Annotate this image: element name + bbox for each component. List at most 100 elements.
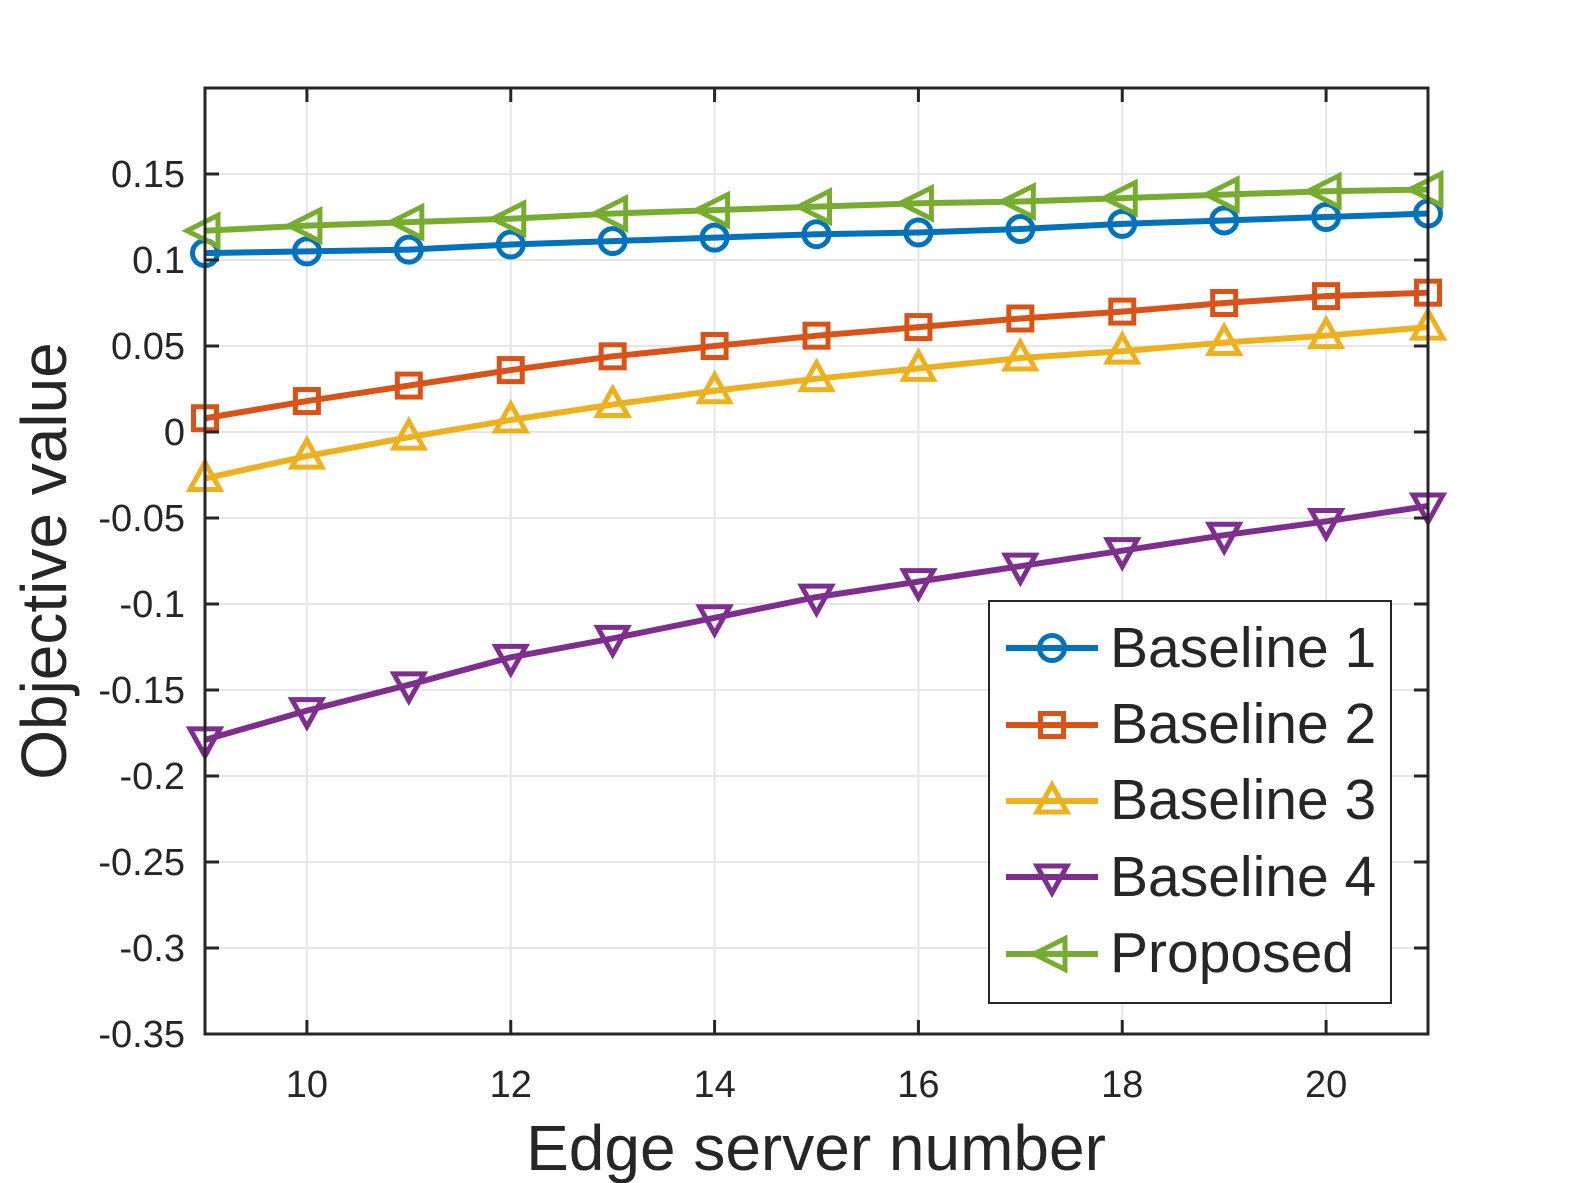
- x-tick-label: 18: [1101, 1064, 1143, 1106]
- legend-label: Baseline 4: [1110, 844, 1377, 909]
- legend-marker-triangle-down: [1006, 863, 1098, 899]
- series-baseline-4-marker: [1204, 521, 1244, 557]
- series-baseline-2-marker: [1006, 304, 1035, 333]
- legend-label: Baseline 3: [1110, 768, 1377, 833]
- series-baseline-1-marker: [1311, 202, 1342, 232]
- legend-sample-marker: [1038, 710, 1066, 739]
- series-baseline-2-marker: [1108, 297, 1137, 326]
- plot-box: [203, 86, 1430, 1036]
- series-baseline-4-marker: [389, 671, 429, 706]
- series-baseline-1-line: [204, 210, 1429, 257]
- series-baseline-2-marker: [700, 332, 729, 360]
- series-baseline-4-marker: [1001, 552, 1040, 588]
- x-tick-label: 16: [897, 1064, 939, 1106]
- x-axis-label: Edge server number: [526, 1112, 1106, 1183]
- series-baseline-3: [185, 305, 1448, 492]
- series-baseline-4-marker: [1103, 537, 1142, 572]
- legend-entry-baseline-1: Baseline 1: [1004, 615, 1386, 680]
- legend-marker-circle: [1006, 633, 1098, 664]
- series-proposed-marker: [589, 194, 629, 234]
- series-baseline-4-marker: [593, 624, 632, 660]
- y-tick-label: -0.15: [98, 670, 185, 712]
- y-tick-label: -0.25: [98, 842, 185, 884]
- series-baseline-4-marker: [491, 643, 530, 679]
- series-baseline-1-marker: [495, 229, 526, 260]
- y-tick-label: -0.35: [98, 1014, 185, 1056]
- series-baseline-1-marker: [291, 236, 322, 267]
- axis-layer: [203, 86, 1430, 1036]
- series-baseline-3-line: [204, 324, 1429, 482]
- series-baseline-2: [191, 278, 1442, 433]
- legend-sample-marker: [1037, 633, 1067, 664]
- series-proposed-marker: [894, 183, 934, 223]
- y-tick-label: 0.1: [132, 240, 185, 282]
- series-proposed: [181, 169, 1444, 251]
- series-baseline-2-marker: [802, 321, 831, 350]
- x-tick-label: 20: [1305, 1064, 1347, 1106]
- series-proposed-marker: [690, 190, 731, 230]
- series-baseline-4-marker: [1306, 507, 1346, 543]
- series-proposed-marker: [1302, 171, 1342, 211]
- series-baseline-1-marker: [699, 222, 730, 253]
- series-baseline-3-marker: [695, 369, 734, 405]
- series-baseline-1-marker: [1107, 208, 1138, 239]
- legend-entry-proposed: Proposed: [1004, 925, 1386, 982]
- series-layer: [181, 169, 1448, 762]
- series-baseline-1-marker: [1209, 205, 1240, 236]
- y-tick-label: -0.2: [120, 756, 185, 798]
- y-tick-label: -0.1: [120, 584, 185, 626]
- series-baseline-4-marker: [287, 697, 327, 732]
- series-proposed-marker: [283, 206, 323, 246]
- series-baseline-1-marker: [903, 217, 934, 248]
- series-baseline-4-line: [204, 502, 1429, 743]
- x-tick-label: 14: [693, 1064, 735, 1106]
- y-tick-label: 0.05: [111, 326, 185, 368]
- series-baseline-2-marker: [496, 356, 525, 385]
- series-baseline-2-marker: [1312, 282, 1341, 311]
- series-baseline-2-marker: [292, 387, 321, 416]
- legend-label: Baseline 2: [1110, 692, 1377, 757]
- series-baseline-3-marker: [1103, 330, 1142, 365]
- x-tick-label: 10: [286, 1064, 328, 1106]
- y-tick-label: -0.3: [120, 928, 185, 970]
- series-proposed-marker: [1404, 169, 1444, 210]
- series-proposed-marker: [385, 202, 425, 242]
- series-baseline-2-marker: [598, 342, 627, 371]
- legend-sample-marker: [1032, 863, 1072, 899]
- legend-sample-marker: [1032, 779, 1072, 815]
- legend: Baseline 1 Baseline 2 Baseline 3 Baseline 4…: [988, 600, 1392, 1004]
- series-baseline-2-marker: [394, 371, 423, 400]
- series-proposed-marker: [487, 199, 527, 239]
- tick-label-layer: 10 12 14 16 18 20 0.15 0.1 0.05 0 -0.05 -0.1 -0.15 -0…: [98, 154, 1347, 1106]
- series-proposed-marker: [792, 187, 832, 227]
- series-proposed-line: [204, 186, 1429, 234]
- series-baseline-1-marker: [597, 226, 628, 257]
- series-baseline-3-marker: [491, 398, 530, 434]
- y-tick-label: 0.15: [111, 154, 185, 196]
- series-baseline-4-marker: [695, 604, 734, 639]
- series-baseline-2-line: [204, 289, 1429, 422]
- series-proposed-marker: [996, 181, 1036, 222]
- series-baseline-2-marker: [904, 313, 933, 342]
- y-tick-label: -0.05: [98, 498, 185, 540]
- series-baseline-1-marker: [801, 219, 832, 250]
- series-baseline-3-marker: [899, 347, 938, 382]
- legend-marker-square: [1006, 710, 1098, 739]
- series-baseline-3-marker: [1001, 336, 1040, 372]
- series-baseline-1-marker: [1005, 214, 1036, 245]
- series-baseline-4-marker: [797, 583, 836, 619]
- legend-entry-baseline-3: Baseline 3: [1004, 772, 1386, 829]
- x-tick-label: 12: [490, 1064, 532, 1106]
- y-axis-label: Objective value: [8, 342, 80, 780]
- series-proposed-marker: [1200, 175, 1240, 215]
- legend-label: Baseline 1: [1110, 615, 1377, 680]
- legend-entry-baseline-4: Baseline 4: [1004, 844, 1386, 909]
- series-baseline-1: [190, 198, 1443, 269]
- series-proposed-marker: [1098, 178, 1138, 218]
- legend-label: Proposed: [1110, 921, 1355, 986]
- series-proposed-marker: [181, 211, 221, 251]
- series-baseline-3-marker: [287, 434, 327, 470]
- series-baseline-2-marker: [1210, 289, 1239, 317]
- legend-marker-triangle-left: [1006, 934, 1098, 974]
